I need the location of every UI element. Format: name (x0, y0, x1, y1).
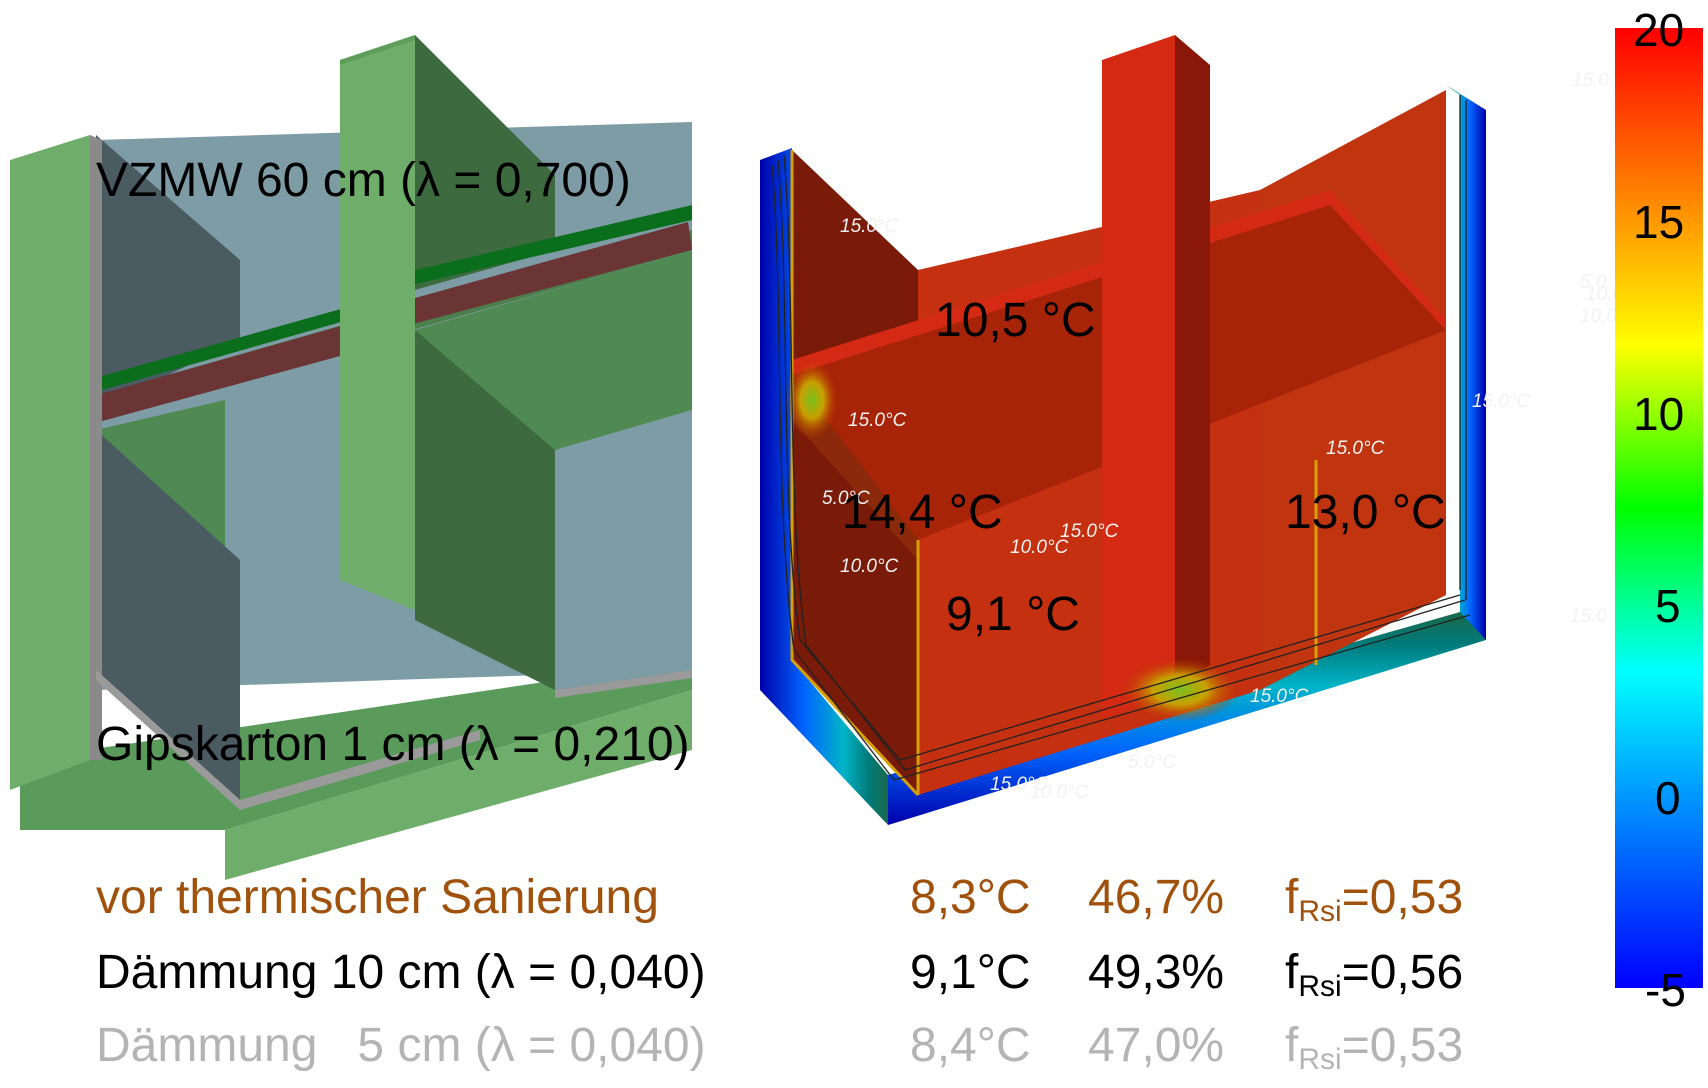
isotherm-label: 10.0 (1580, 306, 1617, 327)
result-row-before: vor thermischer Sanierung 8,3°C 46,7% fR… (0, 870, 1708, 940)
isotherm-label: 15.0°C (1472, 391, 1531, 412)
isotherm-label: 10.0 (1586, 284, 1620, 305)
label-wall-material: VZMW 60 cm (λ = 0,700) (96, 154, 631, 207)
room-left-wall-upper (96, 135, 240, 410)
result-temperature: 8,4°C (910, 1019, 1031, 1072)
result-frsi: fRsi=0,56 (1285, 946, 1464, 1003)
label-lining-material: Gipskarton 1 cm (λ = 0,210) (96, 718, 690, 771)
corner-edge-left (790, 150, 920, 797)
result-name: vor thermischer Sanierung (96, 871, 659, 924)
temperature-colorbar: 20 15 10 5 0 -5 (1615, 4, 1703, 1010)
surface-temperature-label: 14,4 °C (842, 486, 1003, 539)
colorbar-tick: 5 (1655, 580, 1681, 632)
result-temperature: 8,3°C (910, 871, 1031, 924)
room-back-lower (240, 530, 340, 600)
result-frsi: fRsi=0,53 (1285, 1019, 1464, 1076)
room-right-wall-lower (415, 330, 555, 690)
result-humidity: 49,3% (1088, 946, 1225, 999)
room-right-wall-upper (415, 35, 555, 290)
result-humidity: 47,0% (1088, 1019, 1225, 1072)
room-back-upper (240, 235, 340, 340)
gypsum-floor-strip-right (555, 670, 692, 698)
isotherm-label: 15.0°C (840, 216, 899, 237)
center-column-front (1102, 35, 1175, 720)
isotherm-label: 15.0 (1570, 606, 1607, 627)
isotherm-label: 10.0°C (1030, 782, 1089, 803)
isotherm-label: 15.0°C (1060, 521, 1119, 542)
result-name: Dämmung 5 cm (λ = 0,040) (96, 1019, 706, 1072)
result-name: Dämmung 10 cm (λ = 0,040) (96, 946, 706, 999)
isotherm-label: 15.0 (1572, 70, 1609, 91)
result-temperature: 9,1°C (910, 946, 1031, 999)
room-back-lower-right (555, 410, 692, 690)
isotherm-label: 10.0°C (840, 556, 899, 577)
ceiling-edge-red (62, 320, 362, 432)
colorbar-tick: 15 (1633, 196, 1684, 248)
result-row-insulation-5: Dämmung 5 cm (λ = 0,040) 8,4°C 47,0% fRs… (0, 1018, 1708, 1088)
ceiling-edge-green (88, 303, 362, 394)
colorbar-tick: -5 (1645, 964, 1686, 1010)
ceiling-edge-red-right (390, 222, 692, 330)
colorbar-gradient (1615, 28, 1703, 988)
front-column-left (10, 135, 90, 790)
geometry-model (10, 35, 692, 880)
center-column-top (340, 35, 415, 65)
isotherm-label: 15.0°C (990, 774, 1049, 795)
result-row-insulation-10: Dämmung 10 cm (λ = 0,040) 9,1°C 49,3% fR… (0, 945, 1708, 1015)
center-column-side (1175, 35, 1210, 690)
colorbar-tick: 10 (1633, 388, 1684, 440)
result-humidity: 46,7% (1088, 871, 1225, 924)
isotherm-label: 15.0°C (1326, 438, 1385, 459)
floor-slab (225, 690, 692, 880)
center-column (340, 35, 415, 610)
isotherm-label: 15.0°C (1250, 686, 1309, 707)
isotherm-label: 5.0°C (822, 488, 870, 509)
surface-temperature-label: 9,1 °C (946, 588, 1080, 641)
surface-temperature-label: 13,0 °C (1285, 486, 1446, 539)
colorbar-tick: 20 (1633, 4, 1684, 56)
ceiling-slab-lower-right (415, 250, 692, 450)
room-left-wall-lower (96, 430, 240, 800)
front-column-left-side (90, 135, 102, 760)
thermal-model: 15.0°C 15.0°C 15.0°C 15.0°C 15.0°C 10.0°… (760, 35, 1620, 825)
ceiling-edge-green-right (390, 205, 692, 290)
floor-slab-top (20, 660, 692, 830)
isotherm-label: 5.0 (1580, 272, 1607, 293)
gypsum-floor-strip (96, 670, 480, 810)
isotherm-label: 10.0°C (1010, 537, 1069, 558)
isotherm-lines (771, 95, 1471, 781)
isotherm-label: 15.0°C (848, 410, 907, 431)
left-hotspot (786, 360, 838, 440)
colorbar-tick: 0 (1655, 772, 1681, 824)
isotherm-label: 5.0°C (1128, 752, 1176, 773)
surface-temperature-label: 10,5 °C (935, 294, 1096, 347)
result-frsi: fRsi=0,53 (1285, 871, 1464, 928)
